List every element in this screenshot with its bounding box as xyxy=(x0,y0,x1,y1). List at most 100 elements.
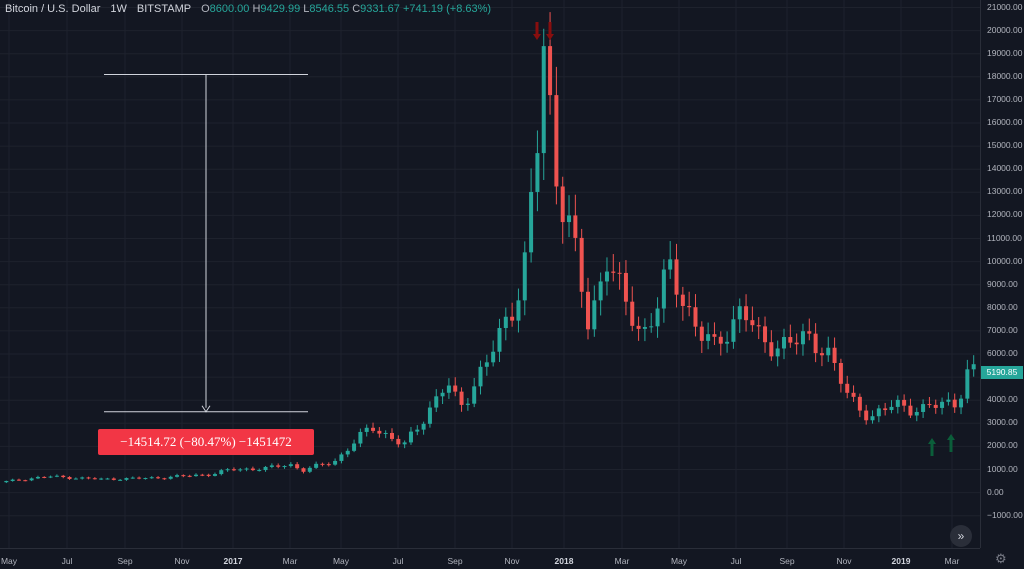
candle-body xyxy=(927,404,932,406)
candle-body xyxy=(649,326,654,328)
candle-body xyxy=(876,408,881,417)
arrow-down-marker[interactable] xyxy=(546,22,554,40)
time-tick-label: 2017 xyxy=(223,556,243,566)
candle-body xyxy=(807,331,812,334)
price-tick-label: 6000.00 xyxy=(987,348,1018,358)
ohlc-readout: O8600.00 H9429.99 L8546.55 C9331.67 +741… xyxy=(201,3,491,15)
candle-body xyxy=(244,468,249,470)
candle-body xyxy=(642,327,647,329)
candle-body xyxy=(352,443,357,451)
candle-body xyxy=(794,342,799,345)
interval-label[interactable]: 1W xyxy=(110,3,127,15)
candle-body xyxy=(446,385,451,393)
candle-body xyxy=(630,301,635,326)
candle-body xyxy=(510,316,515,321)
time-tick-label: May xyxy=(0,556,18,566)
candle-body xyxy=(851,392,856,397)
candle-body xyxy=(421,423,426,430)
candle-body xyxy=(895,399,900,407)
price-tick-label: 16000.00 xyxy=(987,117,1023,127)
candle-body xyxy=(320,463,325,465)
candle-body xyxy=(396,438,401,445)
candle-body xyxy=(390,432,394,439)
candle-body xyxy=(573,215,578,238)
candle-body xyxy=(826,347,831,356)
candle-body xyxy=(225,469,230,471)
price-tick-label: 10000.00 xyxy=(987,255,1023,266)
candle-body xyxy=(124,478,129,480)
candle-body xyxy=(282,466,287,468)
price-axis[interactable]: 21000.00 20000.00 19000.00 18000.00 17000.00… xyxy=(980,0,1024,548)
candle-body xyxy=(326,464,331,466)
candle-body xyxy=(819,353,824,356)
low-key: L xyxy=(303,3,310,15)
time-tick-label: Nov xyxy=(174,556,190,566)
candle-body xyxy=(516,300,521,321)
arrow-up-marker[interactable] xyxy=(928,438,936,456)
candle-body xyxy=(832,347,837,364)
candle-body xyxy=(10,479,15,481)
candle-body xyxy=(769,342,774,357)
candle-body xyxy=(371,427,376,431)
candle-body xyxy=(617,272,622,274)
candle-body xyxy=(459,391,464,405)
candle-body xyxy=(61,475,66,478)
symbol-name[interactable]: Bitcoin / U.S. Dollar xyxy=(5,3,101,15)
arrow-up-marker[interactable] xyxy=(947,434,955,452)
candle-body xyxy=(105,478,110,480)
close-key: C xyxy=(352,3,361,15)
candle-body xyxy=(48,476,53,478)
gear-icon: ⚙ xyxy=(995,551,1007,566)
candle-body xyxy=(579,237,584,292)
close-value: 9331.67 xyxy=(360,3,400,15)
arrow-down-marker[interactable] xyxy=(533,22,541,40)
candle-body xyxy=(80,477,85,479)
price-tick-label: 0.00 xyxy=(987,486,1004,497)
candle-body xyxy=(440,392,445,397)
candle-body xyxy=(965,369,970,399)
candle-body xyxy=(269,465,274,467)
candle-body xyxy=(845,383,850,393)
price-tick-label: 20000.00 xyxy=(987,24,1023,35)
candle-body xyxy=(156,477,161,479)
candle-body xyxy=(959,398,964,408)
candle-body xyxy=(889,406,894,411)
candle-body xyxy=(674,259,679,295)
candle-body xyxy=(238,469,243,471)
candle-body xyxy=(212,474,217,476)
price-tick-label: 14000.00 xyxy=(987,163,1023,174)
scroll-to-realtime-button[interactable]: » xyxy=(950,525,972,547)
candle-body xyxy=(250,468,255,471)
settings-button[interactable]: ⚙ xyxy=(995,551,1007,567)
candle-body xyxy=(737,306,742,320)
candle-body xyxy=(181,475,186,477)
price-tick-label: 18000.00 xyxy=(987,70,1023,81)
candle-body xyxy=(339,454,344,461)
change-value: +741.19 (+8.63%) xyxy=(402,3,492,15)
candle-body xyxy=(99,478,104,480)
candle-body xyxy=(453,385,458,392)
candle-body xyxy=(4,480,9,483)
time-tick-label: Nov xyxy=(504,556,520,566)
candle-body xyxy=(731,319,736,342)
candle-body xyxy=(16,479,21,481)
candle-body xyxy=(231,469,236,471)
candle-body xyxy=(276,465,281,467)
candle-body xyxy=(194,474,198,477)
candle-body xyxy=(921,404,926,412)
candle-body xyxy=(67,477,72,479)
candle-body xyxy=(623,272,628,302)
candle-body xyxy=(333,460,338,465)
time-axis[interactable]: May Jul Sep Nov 2017 Mar May Jul Sep Nov 2018 Mar Ma… xyxy=(0,548,980,569)
candle-body xyxy=(307,467,312,472)
candle-body xyxy=(636,325,641,329)
candle-body xyxy=(383,432,388,434)
time-tick-label: Jul xyxy=(61,556,73,566)
measure-label: −14514.72 (−80.47%) −1451472 xyxy=(98,429,314,455)
time-tick-label: Sep xyxy=(117,556,133,566)
candle-body xyxy=(535,153,540,192)
candle-body xyxy=(200,474,205,476)
candle-body xyxy=(548,46,553,96)
open-value: 8600.00 xyxy=(209,3,250,15)
